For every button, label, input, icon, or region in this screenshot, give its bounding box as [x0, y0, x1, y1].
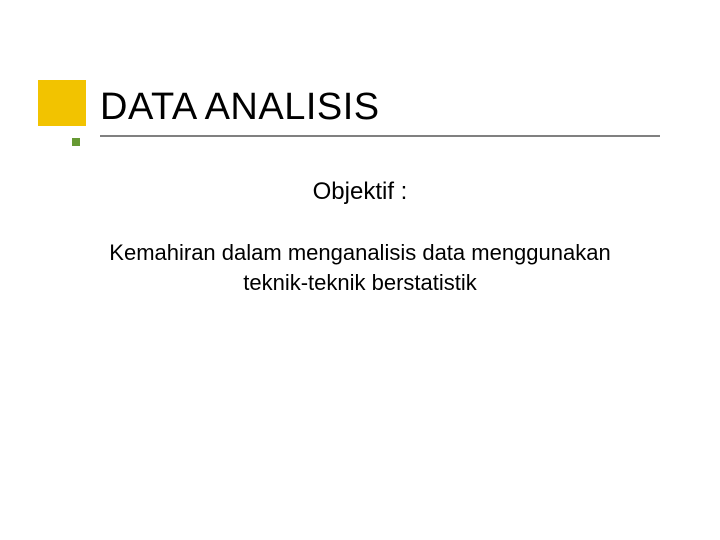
- body-line-1: Kemahiran dalam menganalisis data menggu…: [109, 240, 610, 265]
- bullet-square: [72, 138, 80, 146]
- title-underline-wrap: DATA ANALISIS: [100, 86, 660, 137]
- body-line-2: teknik-teknik berstatistik: [243, 270, 477, 295]
- slide-subtitle: Objektif :: [0, 178, 720, 206]
- slide-body: Kemahiran dalam menganalisis data menggu…: [0, 238, 720, 297]
- title-accent-block: [38, 80, 86, 126]
- slide-title: DATA ANALISIS: [100, 86, 660, 129]
